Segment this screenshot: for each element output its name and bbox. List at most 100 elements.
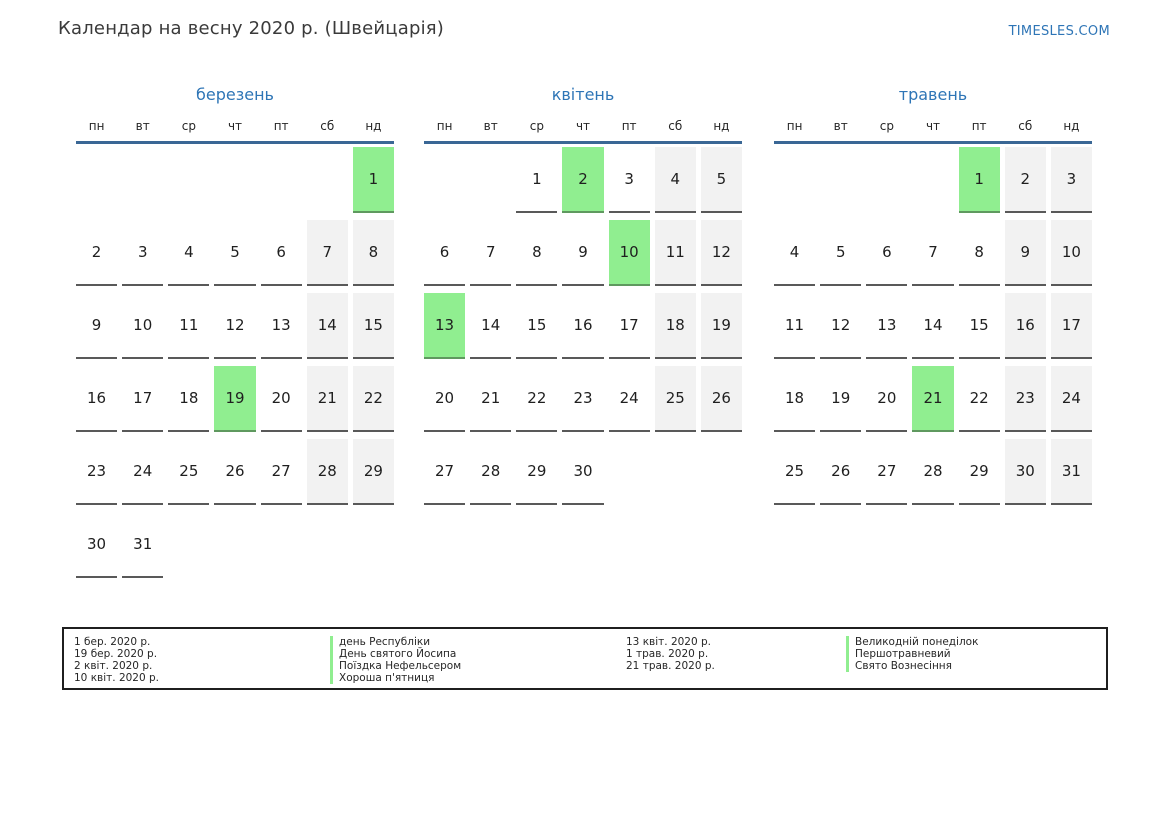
weekday-label: ср <box>181 119 196 133</box>
month-calendar-березень: березень пн вт ср чт пт сб нд 1 2 3 4 5 6 7 8 9 10 11 12 13 1… <box>76 84 394 578</box>
legend-holiday-name: Великодній понеділок <box>846 636 978 648</box>
legend-box: 1 бер. 2020 р. 19 бер. 2020 р. 2 квіт. 202… <box>62 627 1108 690</box>
weekday-label: пт <box>273 119 289 133</box>
day-cell: 6 <box>260 220 302 286</box>
day-cell: 17 <box>1050 293 1092 359</box>
day-cell: 9 <box>76 293 118 359</box>
empty-cell <box>820 147 861 213</box>
day-cell: 29 <box>958 439 1000 505</box>
empty-cell <box>912 147 953 213</box>
day-cell: 31 <box>122 512 164 578</box>
day-cell: 21 <box>306 366 348 432</box>
weekday-label: чт <box>575 119 591 133</box>
weekday-label: ср <box>529 119 544 133</box>
legend-holiday-name: день Республіки <box>330 636 461 648</box>
day-cell: 30 <box>562 439 604 505</box>
empty-cell <box>307 512 348 578</box>
weekday-label: пн <box>436 119 453 133</box>
day-cell: 3 <box>122 220 164 286</box>
day-cell: 10 <box>122 293 164 359</box>
day-cell: 26 <box>214 439 256 505</box>
day-cell: 26 <box>700 366 742 432</box>
day-cell: 11 <box>774 293 816 359</box>
day-cell: 16 <box>76 366 118 432</box>
weekday-label: вт <box>483 119 498 133</box>
legend-dates-column-right: 13 квіт. 2020 р. 1 трав. 2020 р. 21 трав. … <box>626 636 715 672</box>
day-cell: 16 <box>562 293 604 359</box>
legend-holidays-column-right: Великодній понеділок Першотравневий Свято … <box>846 636 978 672</box>
day-cell: 2 <box>1004 147 1046 213</box>
day-cell: 1 <box>516 147 558 213</box>
day-cell: 10 <box>1050 220 1092 286</box>
page-title: Календар на весну 2020 р. (Швейцарія) <box>58 18 445 39</box>
month-calendar-квітень: квітень пн вт ср чт пт сб нд 1 2 3 4 5 6 7 8 9 10 11 12 13 14… <box>424 84 742 505</box>
day-cell: 17 <box>122 366 164 432</box>
legend-holiday-name: День святого Йосипа <box>330 648 461 660</box>
day-cell: 20 <box>260 366 302 432</box>
legend-date: 1 трав. 2020 р. <box>626 648 709 660</box>
weekday-label: сб <box>668 119 683 133</box>
legend-date: 13 квіт. 2020 р. <box>626 636 711 648</box>
day-cell: 22 <box>352 366 394 432</box>
day-cell: 27 <box>424 439 466 505</box>
day-cell: 18 <box>168 366 210 432</box>
legend-holiday-name: Свято Вознесіння <box>846 660 978 672</box>
day-cell: 5 <box>214 220 256 286</box>
brand-link[interactable]: TIMESLES.COM <box>1008 24 1110 39</box>
legend-holidays-column-left: день Республіки День святого Йосипа Поїздк… <box>330 636 461 684</box>
empty-cell <box>701 439 742 505</box>
day-cell: 7 <box>912 220 954 286</box>
weekday-label: вт <box>135 119 150 133</box>
empty-cell <box>122 147 163 213</box>
weekday-label: сб <box>1018 119 1033 133</box>
days-grid: 1 2 3 4 5 6 7 8 9 10 11 12 13 14 15 16 17 18 19 20 21 22 23 24 2… <box>424 147 742 505</box>
day-cell: 26 <box>820 439 862 505</box>
day-cell: 4 <box>774 220 816 286</box>
weekday-label: сб <box>320 119 335 133</box>
day-cell: 27 <box>866 439 908 505</box>
day-cell: 15 <box>516 293 558 359</box>
day-cell: 24 <box>1050 366 1092 432</box>
day-cell: 18 <box>774 366 816 432</box>
day-cell: 28 <box>306 439 348 505</box>
day-cell: 9 <box>1004 220 1046 286</box>
weekday-label: пт <box>621 119 637 133</box>
day-cell: 23 <box>76 439 118 505</box>
days-grid: 1 2 3 4 5 6 7 8 9 10 11 12 13 14 15 16 17 18 19 20 21 22 23 24 2… <box>76 147 394 578</box>
day-cell: 24 <box>122 439 164 505</box>
day-cell: 21 <box>470 366 512 432</box>
legend-date: 10 квіт. 2020 р. <box>74 672 159 684</box>
weekday-label: нд <box>1063 119 1080 133</box>
day-cell: 22 <box>516 366 558 432</box>
weekday-header-row: пн вт ср чт пт сб нд <box>774 119 1092 144</box>
empty-cell <box>76 147 117 213</box>
day-cell: 15 <box>958 293 1000 359</box>
day-cell: 2 <box>562 147 604 213</box>
month-calendar-травень: травень пн вт ср чт пт сб нд 1 2 3 4 5 6 7 8 9 10 11 12 13 14… <box>774 84 1092 505</box>
day-cell: 24 <box>608 366 650 432</box>
day-cell: 25 <box>654 366 696 432</box>
weekday-label: нд <box>365 119 382 133</box>
day-cell: 13 <box>866 293 908 359</box>
weekday-label: чт <box>227 119 243 133</box>
weekday-label: ср <box>879 119 894 133</box>
empty-cell <box>168 512 209 578</box>
day-cell: 1 <box>352 147 394 213</box>
month-title: березень <box>196 85 274 104</box>
empty-cell <box>655 439 696 505</box>
empty-cell <box>609 439 650 505</box>
legend-date: 2 квіт. 2020 р. <box>74 660 153 672</box>
day-cell: 13 <box>260 293 302 359</box>
legend-date: 21 трав. 2020 р. <box>626 660 715 672</box>
day-cell: 3 <box>608 147 650 213</box>
month-title: травень <box>898 85 968 104</box>
day-cell: 7 <box>306 220 348 286</box>
day-cell: 16 <box>1004 293 1046 359</box>
day-cell: 14 <box>306 293 348 359</box>
day-cell: 1 <box>958 147 1000 213</box>
day-cell: 12 <box>700 220 742 286</box>
day-cell: 25 <box>168 439 210 505</box>
day-cell: 20 <box>866 366 908 432</box>
legend-date: 1 бер. 2020 р. <box>74 636 151 648</box>
day-cell: 13 <box>424 293 466 359</box>
